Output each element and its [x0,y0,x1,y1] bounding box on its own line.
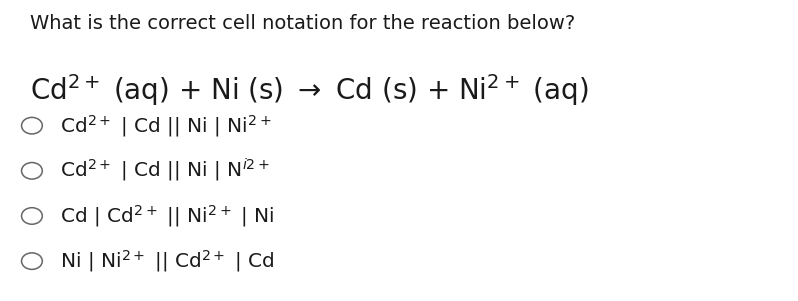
Text: What is the correct cell notation for the reaction below?: What is the correct cell notation for th… [30,14,575,33]
Text: Cd$^{2+}$ | Cd || Ni | Ni$^{2+}$: Cd$^{2+}$ | Cd || Ni | Ni$^{2+}$ [60,113,271,139]
Text: Cd$^{2+}$ (aq) + Ni (s) $\rightarrow$ Cd (s) + Ni$^{2+}$ (aq): Cd$^{2+}$ (aq) + Ni (s) $\rightarrow$ Cd… [30,72,589,108]
Text: Cd$^{2+}$ | Cd || Ni | N$^{i2+}$: Cd$^{2+}$ | Cd || Ni | N$^{i2+}$ [60,157,270,185]
Text: Ni | Ni$^{2+}$ || Cd$^{2+}$ | Cd: Ni | Ni$^{2+}$ || Cd$^{2+}$ | Cd [60,248,275,274]
Text: Cd | Cd$^{2+}$ || Ni$^{2+}$ | Ni: Cd | Cd$^{2+}$ || Ni$^{2+}$ | Ni [60,203,275,229]
